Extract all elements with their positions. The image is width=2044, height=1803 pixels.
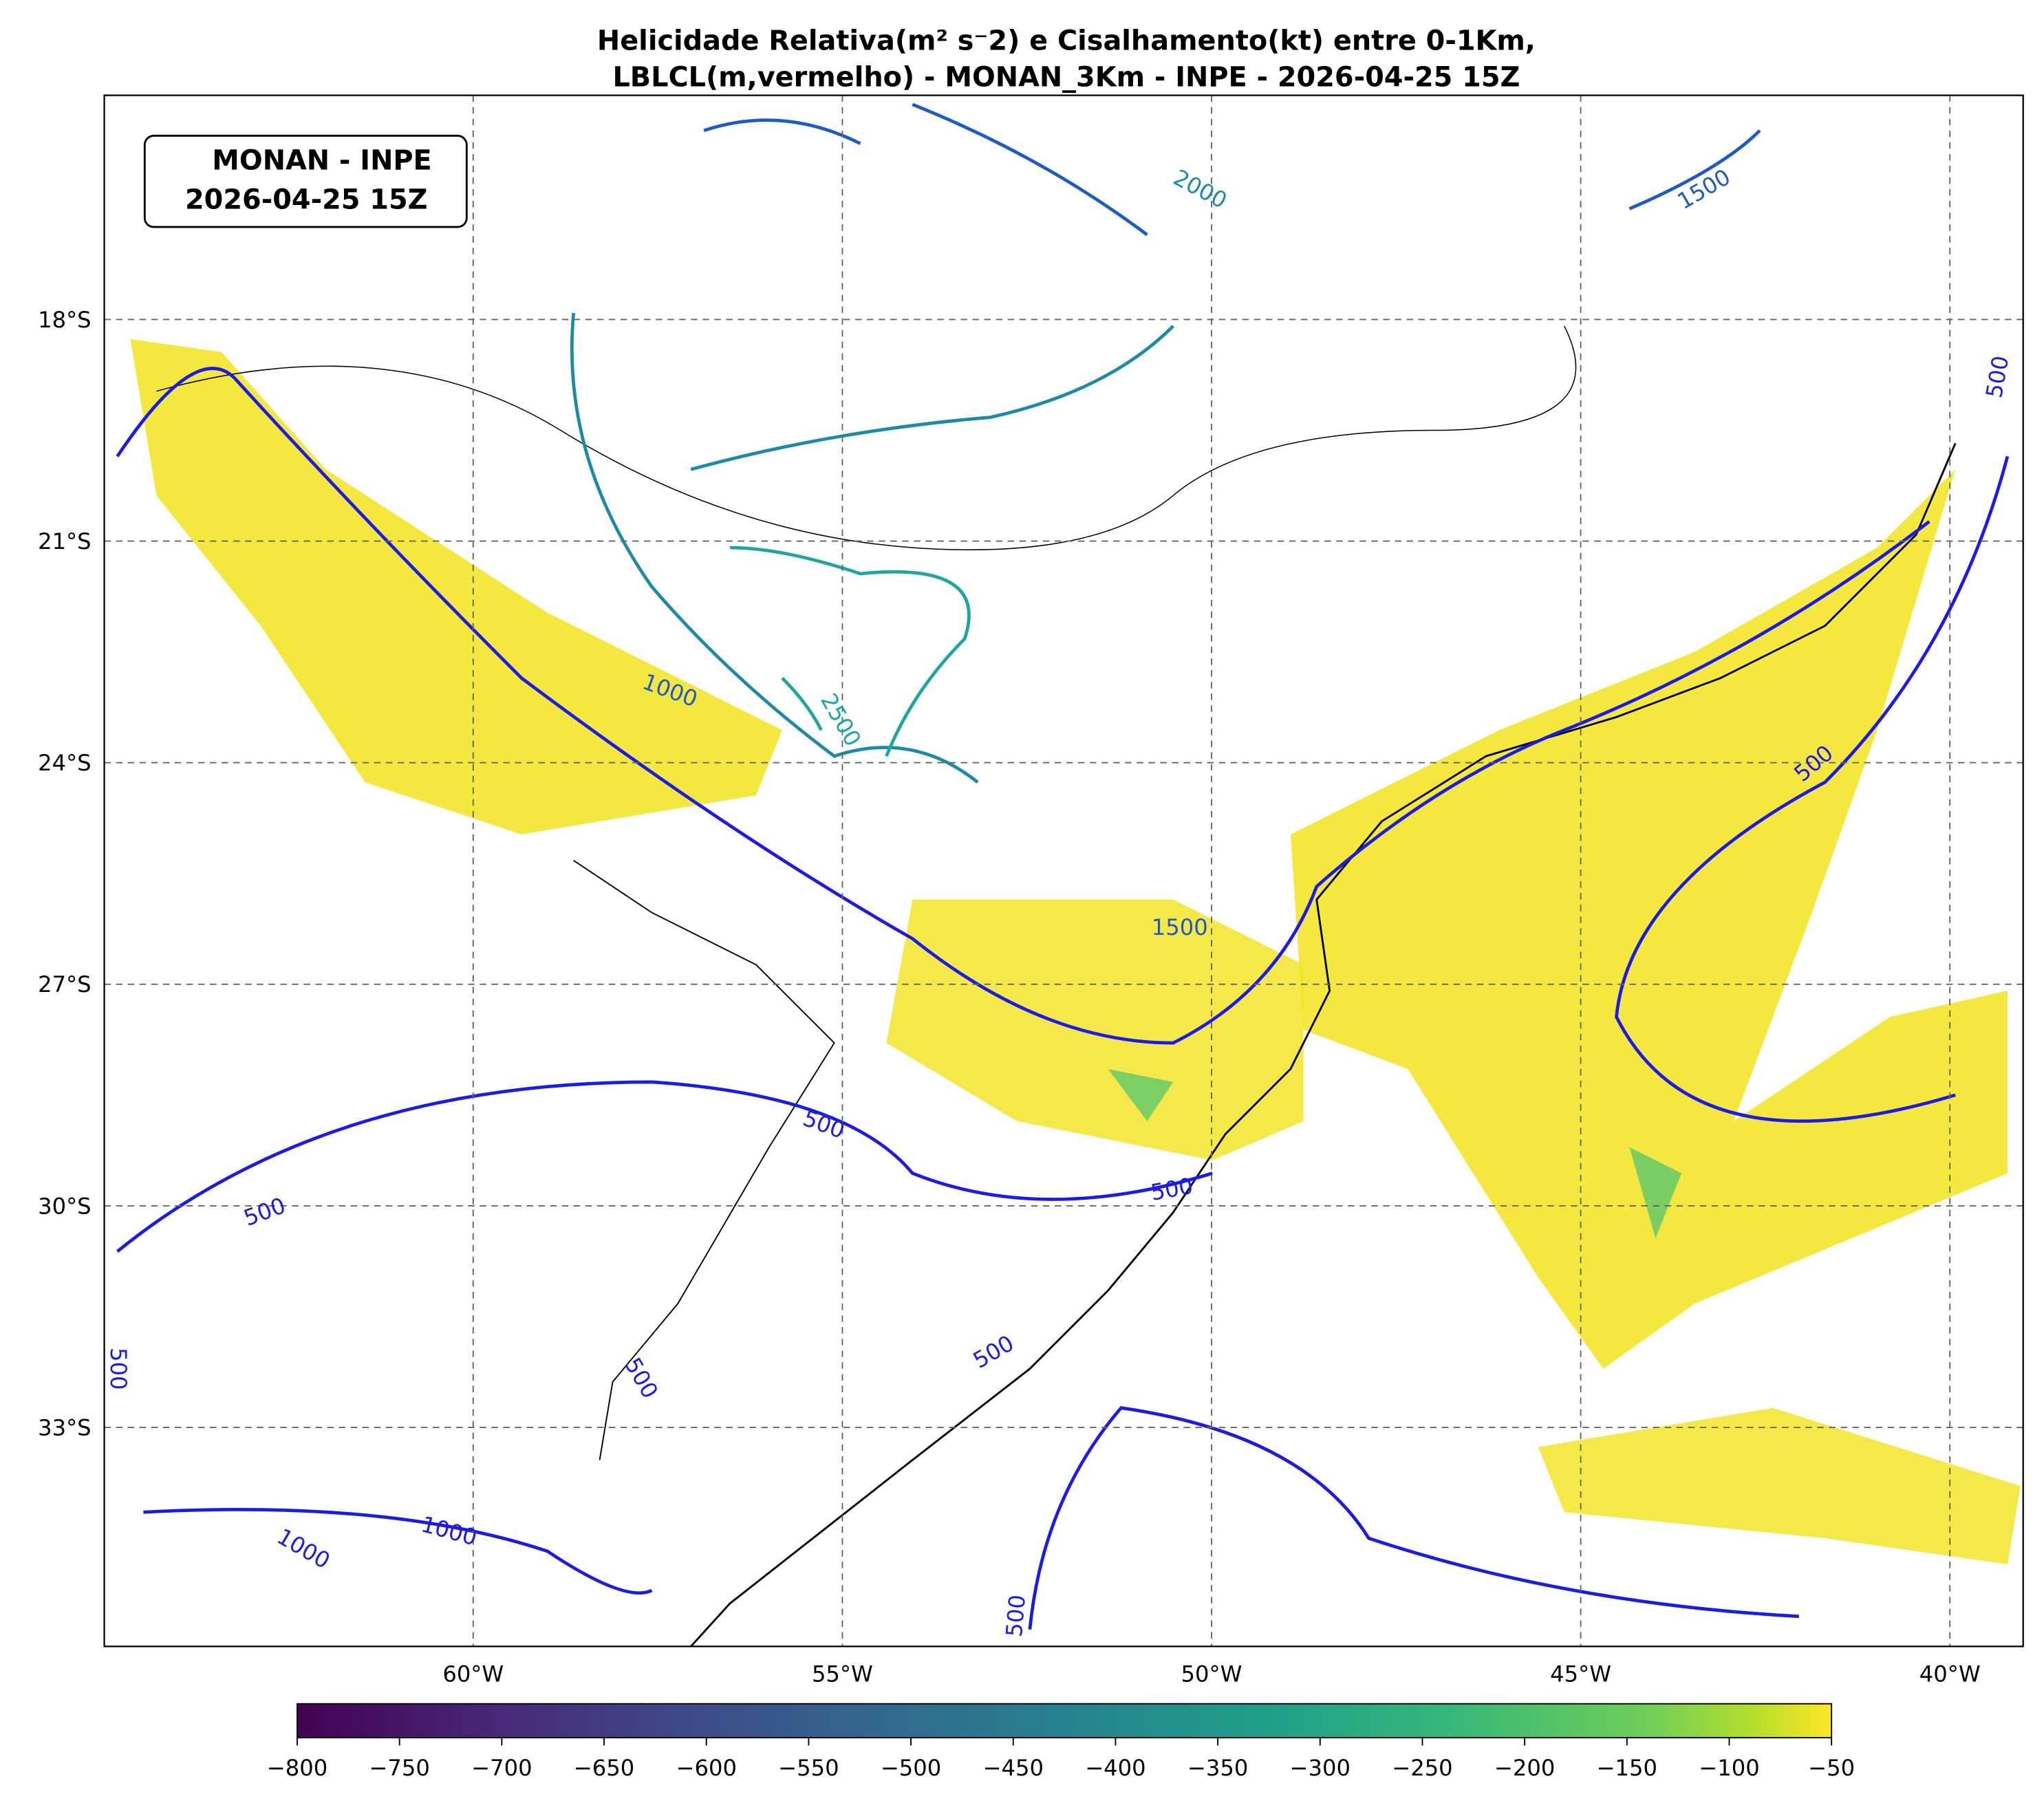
lon-label: 60°W xyxy=(442,1661,504,1687)
title-line: Helicidade Relativa(m² s⁻2) e Cisalhamen… xyxy=(597,25,1536,56)
contour xyxy=(730,546,971,757)
contour-label: 1000 xyxy=(418,1511,480,1551)
info-box xyxy=(143,134,468,228)
info-line: MONAN - INPE xyxy=(212,145,431,177)
contour xyxy=(570,312,1174,784)
colorbar-tick-label: −350 xyxy=(1187,1755,1248,1781)
border xyxy=(573,860,835,1460)
contour-label: 500 xyxy=(105,1348,131,1390)
colorbar-tick-label: −500 xyxy=(881,1755,941,1781)
border xyxy=(156,325,1577,550)
contour xyxy=(703,102,1761,237)
contour xyxy=(143,1406,1799,1630)
colorbar-tick-label: −200 xyxy=(1494,1755,1555,1781)
shading xyxy=(130,338,782,834)
colorbar-tick-label: −250 xyxy=(1392,1755,1452,1781)
info-line: 2026-04-25 15Z xyxy=(185,184,428,215)
contour xyxy=(116,367,1930,1045)
colorbar-tick-label: −650 xyxy=(574,1755,634,1781)
colorbar-tick-label: −400 xyxy=(1085,1755,1145,1781)
colorbar-tick-label: −800 xyxy=(267,1755,327,1781)
contour-label: 500 xyxy=(799,1105,848,1144)
lon-label: 50°W xyxy=(1181,1661,1242,1687)
contour-label: 500 xyxy=(619,1353,663,1403)
colorbar-tick-label: −700 xyxy=(471,1755,532,1781)
contour-label: 500 xyxy=(1001,1594,1031,1639)
colorbar xyxy=(297,1703,1833,1738)
contour xyxy=(1615,455,2010,1123)
lat-label: 27°S xyxy=(38,971,92,997)
colorbar-tick-label: −300 xyxy=(1290,1755,1351,1781)
lon-label: 55°W xyxy=(812,1661,873,1687)
lon-label: 40°W xyxy=(1919,1661,1981,1687)
contour-label: 1000 xyxy=(272,1523,334,1574)
contour-label: 500 xyxy=(1149,1173,1195,1206)
shading xyxy=(886,899,1304,1160)
lat-label: 24°S xyxy=(38,750,92,776)
coastline xyxy=(690,442,1957,1647)
lat-label: 18°S xyxy=(38,307,92,333)
shading xyxy=(1538,1407,2021,1564)
colorbar-tick-label: −750 xyxy=(369,1755,429,1781)
colorbar-tick-label: −550 xyxy=(778,1755,839,1781)
lat-label: 21°S xyxy=(38,528,92,554)
lat-label: 33°S xyxy=(38,1414,92,1440)
contour-label: 1500 xyxy=(1152,914,1208,940)
title-line: LBLCL(m,vermelho) - MONAN_3Km - INPE - 2… xyxy=(612,61,1520,93)
map-frame xyxy=(103,94,2024,1648)
contour-label: 500 xyxy=(240,1192,289,1231)
contour-label: 500 xyxy=(1981,354,2014,400)
contour-label: 500 xyxy=(969,1330,1018,1374)
contour-label: 2500 xyxy=(815,689,866,751)
lon-label: 45°W xyxy=(1550,1661,1611,1687)
shading xyxy=(1108,1068,1682,1239)
contour-label: 2000 xyxy=(1169,164,1231,214)
shading xyxy=(1290,469,2008,1369)
colorbar-tick-label: −100 xyxy=(1699,1755,1759,1781)
colorbar-tick-label: −600 xyxy=(676,1755,736,1781)
colorbar-tick-label: −50 xyxy=(1808,1755,1855,1781)
map-layer xyxy=(116,102,2021,1647)
lat-label: 30°S xyxy=(38,1193,92,1219)
colorbar-tick-label: −450 xyxy=(983,1755,1044,1781)
graticule xyxy=(104,95,2023,1647)
colorbar-tick-label: −150 xyxy=(1597,1755,1657,1781)
contour xyxy=(116,1080,1213,1253)
